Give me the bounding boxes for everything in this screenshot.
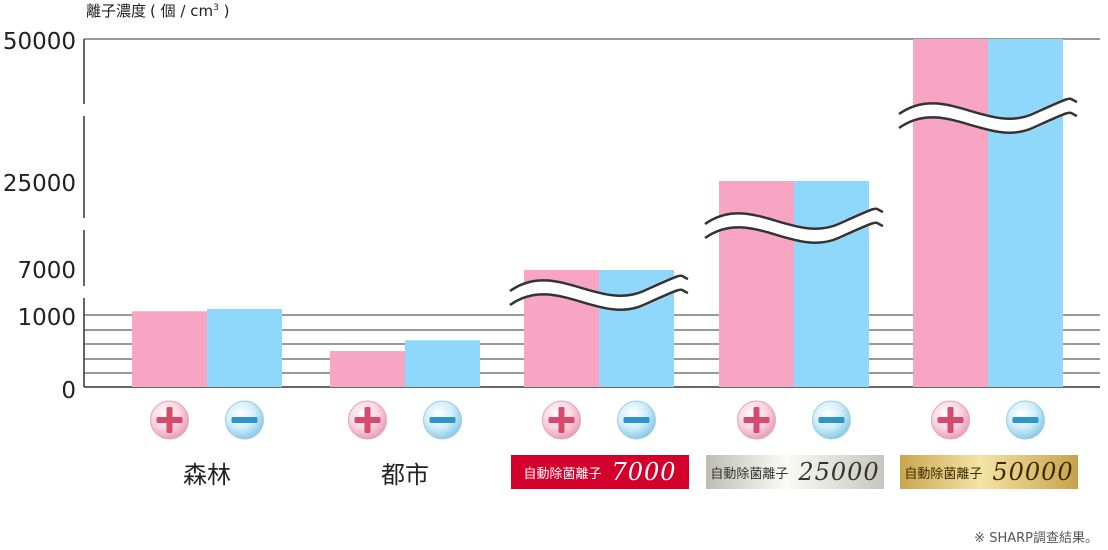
plus-ion-icon <box>348 400 387 440</box>
y-tick-label: 25000 <box>3 171 76 197</box>
bar-negative <box>405 340 480 387</box>
plus-ion-icon <box>542 400 581 440</box>
axis-break-marks <box>502 97 1085 311</box>
bar-positive <box>719 181 794 387</box>
minus-ion-icon <box>1006 400 1045 440</box>
bar-negative <box>207 309 282 387</box>
break-band <box>502 274 696 311</box>
break-line <box>509 288 689 311</box>
badge-ion-50000: 自動除菌離子 50000 <box>900 455 1078 489</box>
break-line <box>704 207 884 230</box>
break-line <box>704 221 884 244</box>
y-tick-label: 1000 <box>17 305 76 331</box>
bars <box>132 39 1063 387</box>
break-band <box>891 97 1085 134</box>
bar-positive <box>330 351 405 387</box>
break-line <box>509 274 689 297</box>
bar-positive <box>132 311 207 387</box>
bar-negative <box>988 39 1063 387</box>
plus-ion-icon <box>931 400 970 440</box>
badge-number: 7000 <box>611 458 677 486</box>
plus-ion-icon <box>737 400 776 440</box>
break-band <box>697 207 891 244</box>
badge-label: 自動除菌離子 <box>523 466 602 482</box>
y-tick-labels: 50000 25000 7000 1000 0 <box>3 29 76 404</box>
badge-number: 25000 <box>798 458 880 486</box>
break-line <box>898 97 1078 120</box>
y-tick-label: 0 <box>61 378 76 404</box>
break-line <box>898 111 1078 134</box>
category-label-city: 都市 <box>381 461 429 489</box>
bar-negative <box>794 181 869 387</box>
y-tick-label: 50000 <box>3 29 76 55</box>
badge-number: 50000 <box>992 458 1074 486</box>
category-label-forest: 森林 <box>183 461 231 489</box>
y-axis-title: 離子濃度( 個 / cm3 ) <box>86 2 229 20</box>
bar-positive <box>913 39 988 387</box>
badge-ion-7000: 自動除菌離子 7000 <box>511 455 689 489</box>
minus-ion-icon <box>812 400 851 440</box>
plus-ion-icon <box>150 400 189 440</box>
badge-ion-25000: 自動除菌離子 25000 <box>706 455 884 489</box>
y-tick-label: 7000 <box>17 258 76 284</box>
footnote: ※ SHARP調查結果。 <box>974 531 1098 546</box>
badge-label: 自動除菌離子 <box>710 466 789 482</box>
badge-label: 自動除菌離子 <box>904 466 983 482</box>
minus-ion-icon <box>423 400 462 440</box>
minus-ion-icon <box>225 400 264 440</box>
minus-ion-icon <box>617 400 656 440</box>
ion-icons <box>150 400 1045 440</box>
